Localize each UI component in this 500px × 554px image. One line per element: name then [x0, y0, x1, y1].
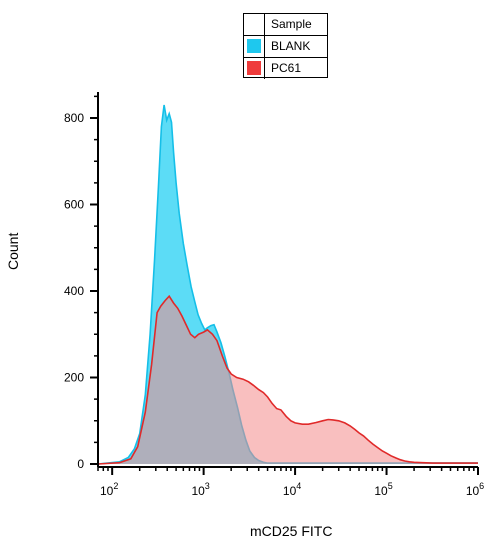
x-tick-label: 106: [466, 481, 484, 498]
legend-swatch-pc61: [247, 61, 261, 75]
y-tick-label: 600: [64, 198, 84, 212]
y-tick-label: 200: [64, 371, 84, 385]
legend-swatch-blank: [247, 39, 261, 53]
legend-entry-pc61: PC61: [244, 57, 327, 79]
x-axis-label: mCD25 FITC: [250, 523, 333, 539]
y-axis-label: Count: [5, 232, 21, 270]
y-tick-label: 0: [77, 457, 84, 471]
y-tick-label: 400: [64, 284, 84, 298]
x-tick-label: 104: [283, 481, 301, 498]
x-tick-label: 103: [191, 481, 209, 498]
x-tick-label: 102: [100, 481, 118, 498]
y-tick-label: 800: [64, 111, 84, 125]
legend-label-pc61: PC61: [271, 61, 302, 75]
legend-entry-blank: BLANK: [244, 35, 327, 57]
legend-header-row: Sample: [244, 14, 327, 35]
legend-label-blank: BLANK: [271, 39, 311, 53]
legend: Sample BLANK PC61: [243, 13, 328, 79]
legend-title: Sample: [271, 17, 312, 31]
legend-swatch-cell: [244, 14, 265, 35]
series-area-pc61: [98, 296, 478, 464]
axes: 0 200 400 600 800 102 103 104 105 106: [64, 92, 484, 498]
series-line-pc61: [97, 294, 478, 465]
x-tick-label: 105: [374, 481, 392, 498]
plot-areas: [97, 104, 478, 465]
